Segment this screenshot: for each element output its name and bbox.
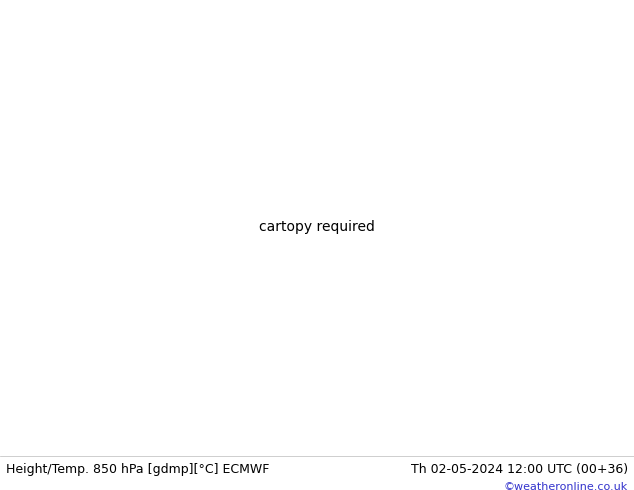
Text: Th 02-05-2024 12:00 UTC (00+36): Th 02-05-2024 12:00 UTC (00+36): [411, 463, 628, 476]
Text: ©weatheronline.co.uk: ©weatheronline.co.uk: [503, 482, 628, 490]
Text: Height/Temp. 850 hPa [gdmp][°C] ECMWF: Height/Temp. 850 hPa [gdmp][°C] ECMWF: [6, 463, 269, 476]
Text: cartopy required: cartopy required: [259, 220, 375, 234]
